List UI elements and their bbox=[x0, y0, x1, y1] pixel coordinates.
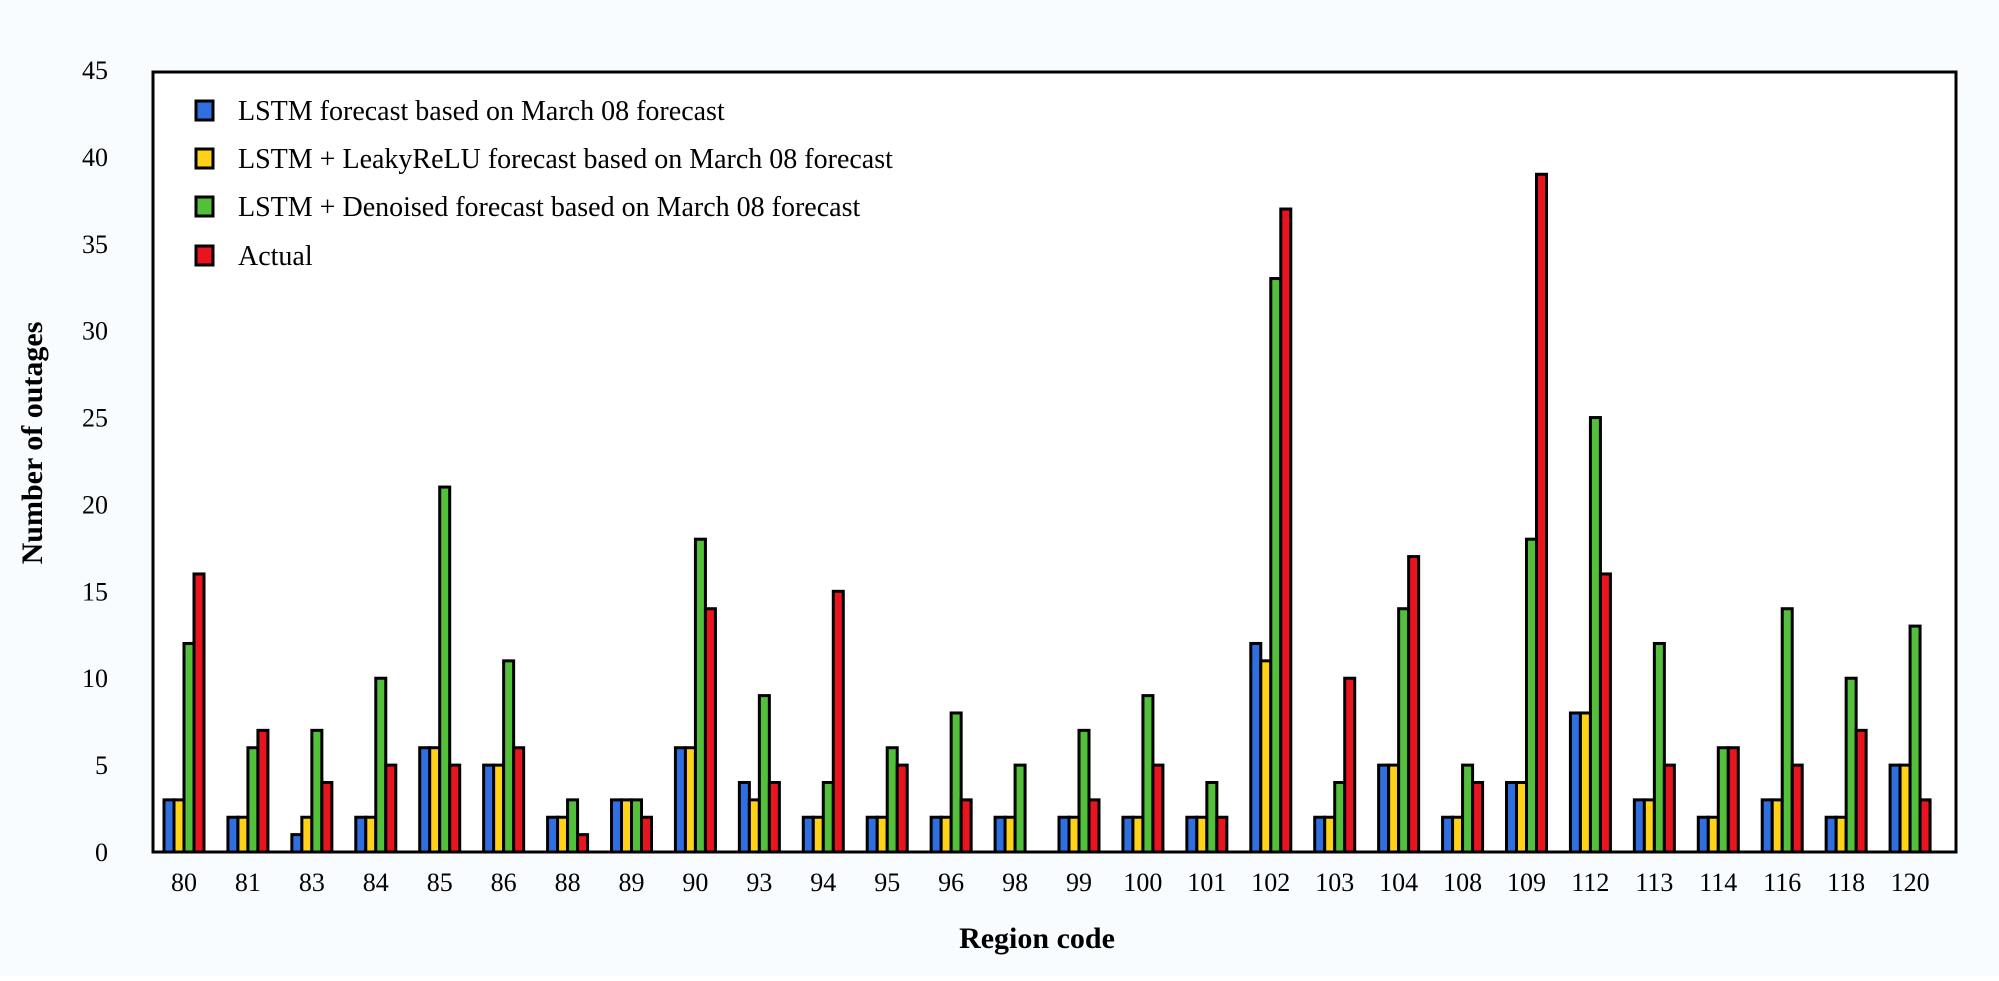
x-tick-label: 90 bbox=[682, 868, 708, 897]
y-tick-label: 40 bbox=[82, 143, 108, 172]
x-tick-label: 114 bbox=[1699, 868, 1737, 897]
y-tick-label: 25 bbox=[82, 404, 108, 433]
bar bbox=[1279, 207, 1293, 854]
x-tick-label: 94 bbox=[810, 868, 836, 897]
legend-swatch bbox=[194, 147, 215, 170]
bar bbox=[438, 485, 452, 854]
x-axis-title: Region code bbox=[959, 922, 1115, 955]
bar bbox=[1471, 780, 1485, 854]
legend-label: LSTM + LeakyReLU forecast based on March… bbox=[238, 144, 893, 175]
x-tick-label: 84 bbox=[363, 868, 389, 897]
y-tick-labels: 0 5 10 15 20 25 30 35 40 45 bbox=[82, 56, 108, 867]
bar bbox=[512, 746, 526, 854]
x-tick-label: 104 bbox=[1379, 868, 1418, 897]
x-tick-label: 101 bbox=[1187, 868, 1226, 897]
bar bbox=[1652, 641, 1666, 854]
x-tick-label: 102 bbox=[1251, 868, 1290, 897]
x-tick-label: 86 bbox=[491, 868, 517, 897]
bar bbox=[949, 711, 963, 854]
bar bbox=[448, 763, 462, 854]
bar bbox=[1726, 746, 1740, 854]
bar bbox=[576, 833, 590, 854]
bar bbox=[895, 763, 909, 854]
bar bbox=[831, 589, 845, 854]
x-tick-label: 83 bbox=[299, 868, 325, 897]
x-tick-label: 109 bbox=[1507, 868, 1546, 897]
bar bbox=[767, 780, 781, 854]
legend-swatch bbox=[194, 99, 215, 122]
bar bbox=[1918, 798, 1932, 854]
legend-swatch bbox=[194, 195, 215, 218]
bar bbox=[640, 815, 653, 854]
x-tick-label: 80 bbox=[171, 868, 197, 897]
x-tick-label: 95 bbox=[874, 868, 900, 897]
bar bbox=[757, 694, 771, 854]
bar bbox=[1790, 763, 1804, 854]
bar bbox=[502, 659, 516, 854]
bar bbox=[1407, 555, 1421, 854]
y-tick-label: 0 bbox=[95, 838, 108, 867]
y-tick-label: 30 bbox=[82, 317, 108, 346]
legend-background bbox=[162, 80, 1122, 435]
legend-swatch bbox=[194, 244, 215, 267]
x-tick-label: 120 bbox=[1891, 868, 1930, 897]
x-tick-label: 118 bbox=[1827, 868, 1865, 897]
legend: LSTM forecast based on March 08 forecast… bbox=[162, 80, 1122, 435]
legend-label: LSTM + Denoised forecast based on March … bbox=[238, 192, 860, 223]
y-tick-label: 10 bbox=[82, 664, 108, 693]
legend-label: LSTM forecast based on March 08 forecast bbox=[238, 96, 725, 127]
x-tick-label: 108 bbox=[1443, 868, 1482, 897]
x-tick-label: 113 bbox=[1635, 868, 1673, 897]
bar bbox=[1854, 728, 1868, 854]
x-tick-label: 98 bbox=[1002, 868, 1028, 897]
x-tick-label: 93 bbox=[746, 868, 772, 897]
bar bbox=[1087, 798, 1101, 854]
x-tick-label: 96 bbox=[938, 868, 964, 897]
x-tick-label: 89 bbox=[619, 868, 645, 897]
bar bbox=[256, 728, 270, 854]
bar bbox=[703, 607, 717, 854]
bar bbox=[1343, 676, 1357, 854]
bar bbox=[192, 572, 206, 854]
x-tick-label: 116 bbox=[1763, 868, 1801, 897]
y-tick-label: 45 bbox=[82, 56, 108, 85]
bar bbox=[320, 780, 334, 854]
x-tick-labels: 80 81 83 84 85 86 88 89 90 93 94 95 96 98 99 100 101 102 1… bbox=[171, 868, 1930, 897]
x-tick-label: 112 bbox=[1571, 868, 1609, 897]
x-tick-label: 99 bbox=[1066, 868, 1092, 897]
x-tick-label: 88 bbox=[555, 868, 581, 897]
bar bbox=[1662, 763, 1676, 854]
y-axis-title: Number of outages bbox=[16, 322, 49, 565]
y-tick-label: 20 bbox=[82, 490, 108, 519]
legend-label: Actual bbox=[238, 241, 313, 272]
y-tick-label: 15 bbox=[82, 577, 108, 606]
bar bbox=[1908, 624, 1922, 854]
bars bbox=[162, 172, 1932, 854]
bar bbox=[1598, 572, 1612, 854]
bar bbox=[1535, 172, 1548, 854]
bar bbox=[1077, 728, 1091, 854]
x-tick-label: 85 bbox=[427, 868, 453, 897]
bar bbox=[1151, 763, 1165, 854]
bar bbox=[384, 763, 398, 854]
y-tick-label: 35 bbox=[82, 230, 108, 259]
x-tick-label: 103 bbox=[1315, 868, 1354, 897]
y-tick-label: 5 bbox=[95, 751, 108, 780]
bar bbox=[1013, 763, 1027, 854]
bar bbox=[566, 798, 580, 854]
bar bbox=[1215, 815, 1229, 854]
x-tick-label: 81 bbox=[235, 868, 261, 897]
bar bbox=[1780, 607, 1794, 854]
x-tick-label: 100 bbox=[1123, 868, 1162, 897]
bar bbox=[959, 798, 973, 854]
